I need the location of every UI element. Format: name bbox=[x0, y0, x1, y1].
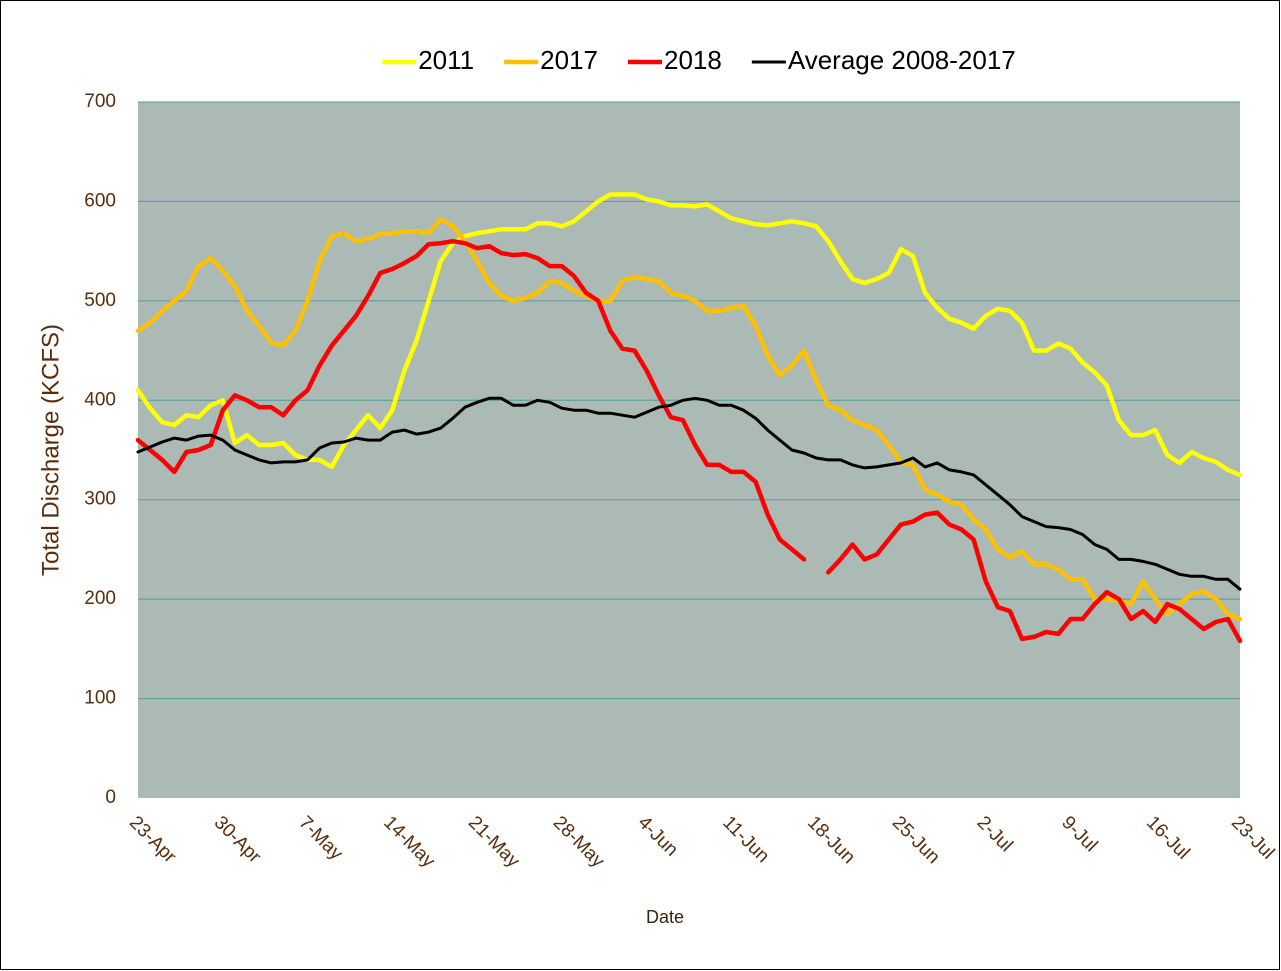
legend-label: 2011 bbox=[418, 45, 474, 75]
legend-label: 2018 bbox=[664, 45, 722, 75]
series-line bbox=[135, 238, 1243, 644]
x-axis-label: Date bbox=[646, 907, 684, 927]
y-tick-label: 500 bbox=[84, 290, 116, 311]
y-tick-label: 400 bbox=[84, 389, 116, 410]
legend-label: Average 2008-2017 bbox=[788, 45, 1016, 75]
legend: 2011 2017 2018 Average 2008-2017 bbox=[382, 45, 1016, 75]
series-line bbox=[135, 192, 1243, 478]
plot-area bbox=[138, 102, 1240, 798]
y-tick-label: 0 bbox=[105, 787, 116, 808]
y-tick-label: 300 bbox=[84, 489, 116, 510]
series-line bbox=[136, 396, 1242, 591]
legend-label: 2017 bbox=[540, 45, 598, 75]
series-line bbox=[135, 217, 1243, 622]
y-tick-label: 200 bbox=[84, 588, 116, 609]
y-tick-label: 600 bbox=[84, 190, 116, 211]
y-axis-label: Total Discharge (KCFS) bbox=[37, 324, 64, 576]
y-tick-label: 700 bbox=[84, 91, 116, 112]
y-tick-label: 100 bbox=[84, 688, 116, 709]
